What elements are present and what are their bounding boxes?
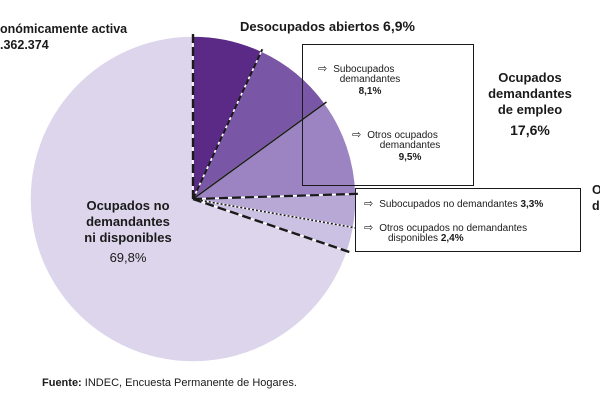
big-label-line1: Ocupados no [86, 198, 170, 213]
right-cut-label1: O [592, 183, 600, 197]
label-otros-nodem-line2: disponibles 2,4% [388, 233, 464, 244]
label-otros-dem-line1: ⇨ Otros ocupados [352, 128, 438, 141]
label-sub-dem-text1: Subocupados [333, 64, 395, 75]
group-label-line2: demandantes [488, 86, 572, 101]
label-desocupados-pct: 6,9% [383, 18, 415, 34]
population-value: .362.374 [0, 38, 49, 52]
label-otros-dem-pct: 9,5% [398, 152, 422, 163]
slice-separator-2 [192, 101, 327, 200]
big-label-pct: 69,8% [109, 250, 147, 265]
label-sub-nodem-name: Subocupados no demandantes [379, 199, 521, 210]
group-label-line3: de empleo [497, 102, 563, 117]
label-sub-dem-line1: ⇨ Subocupados [318, 62, 394, 75]
label-sub-nodem: ⇨ Subocupados no demandantes 3,3% [364, 197, 543, 210]
group-label-pct: 17,6% [510, 122, 550, 138]
label-otros-nodem-line1: ⇨ Otros ocupados no demandantes [364, 221, 527, 234]
big-label-line3: ni disponibles [84, 230, 172, 245]
pie-slice-5 [29, 35, 349, 363]
label-otros-dem-line2: demandantes [379, 140, 441, 151]
source-text: INDEC, Encuesta Permanente de Hogares. [81, 377, 297, 389]
label-desocupados-name: Desocupados abiertos [240, 19, 384, 34]
label-otros-nodem-pct: 2,4% [440, 233, 464, 244]
right-cut-label2: d [592, 199, 600, 213]
group-box-demandantes [302, 44, 474, 186]
label-sub-nodem-pct: 3,3% [520, 199, 544, 210]
arrow-right-icon: ⇨ [352, 129, 362, 141]
slice-separator-5 [192, 197, 350, 254]
slice-separator-4 [192, 198, 356, 229]
slice-separators [191, 34, 358, 254]
population-label: onómicamente activa [0, 22, 128, 36]
source-label: Fuente: [42, 377, 82, 389]
slice-separator-3 [192, 192, 358, 201]
label-otros-nodem-text2: disponibles [388, 233, 441, 244]
big-label-line2: demandantes [86, 214, 170, 229]
label-sub-dem-pct: 8,1% [358, 86, 382, 97]
slice-separator-1 [192, 48, 264, 200]
pie-slices [29, 35, 357, 363]
label-otros-dem-text1: Otros ocupados [367, 130, 438, 141]
label-sub-dem-line2: demandantes [339, 74, 401, 85]
label-desocupados: Desocupados abiertos 6,9% [240, 18, 415, 34]
arrow-right-icon: ⇨ [364, 222, 374, 234]
group-box-no-demandantes [355, 188, 581, 252]
source-note: Fuente: INDEC, Encuesta Permanente de Ho… [42, 377, 297, 389]
arrow-right-icon: ⇨ [318, 63, 328, 75]
label-otros-nodem-text1: Otros ocupados no demandantes [379, 223, 528, 234]
group-label-line1: Ocupados [498, 70, 562, 85]
arrow-right-icon: ⇨ [364, 198, 374, 210]
